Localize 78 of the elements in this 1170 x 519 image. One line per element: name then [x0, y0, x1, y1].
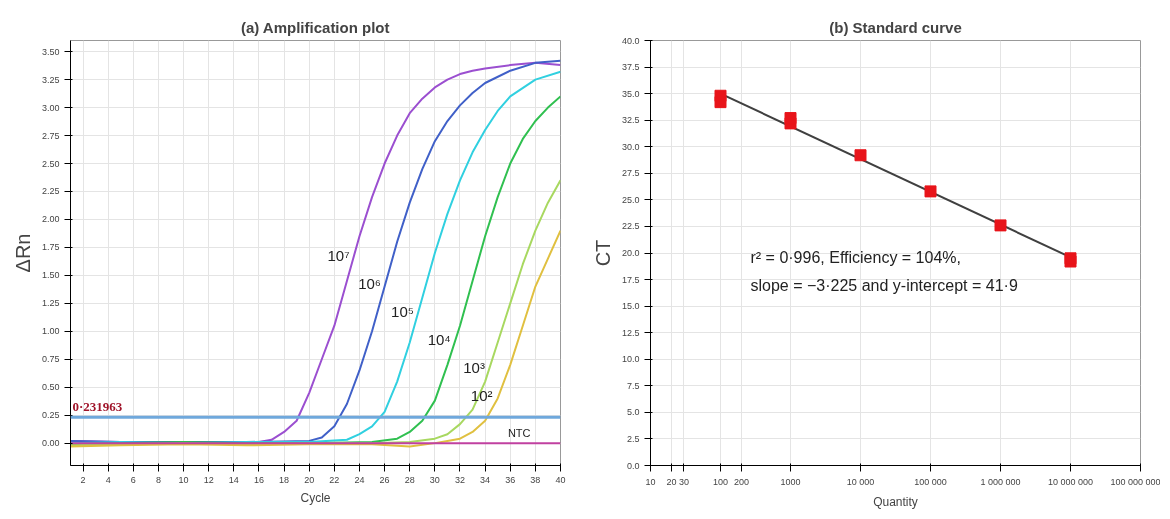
x-tick-label: 10 [645, 476, 656, 487]
y-tick-label: 3.25 [41, 74, 60, 85]
x-tick-label: 200 [734, 476, 750, 487]
x-tick-label: 14 [228, 474, 239, 485]
x-tick-label: 100 000 [914, 476, 947, 487]
y-tick-label: 2.00 [41, 214, 60, 225]
x-tick-label: 26 [379, 474, 390, 485]
x-tick-label: 6 [130, 474, 136, 485]
y-tick-label: 3.50 [41, 46, 60, 57]
y-tick-label: 2.25 [41, 186, 60, 197]
y-tick-label: 15.0 [621, 301, 640, 312]
y-tick-label: 1.75 [41, 242, 60, 253]
x-axis-title: Cycle [300, 490, 331, 505]
y-tick-label: 0.25 [41, 410, 60, 421]
x-tick-label: 16 [253, 474, 264, 485]
y-tick-label: 40.0 [621, 35, 640, 46]
x-tick-label: 30 [678, 476, 689, 487]
y-tick-label: 1.50 [41, 270, 60, 281]
y-tick-label: 3.00 [41, 102, 60, 113]
x-tick-label: 34 [480, 474, 491, 485]
y-tick-label: 0.0 [626, 460, 640, 471]
x-tick-label: 28 [404, 474, 415, 485]
y-tick-label: 37.5 [621, 62, 640, 73]
x-tick-label: 1 000 000 [980, 476, 1021, 487]
x-tick-label: 100 000 000 [1110, 476, 1161, 487]
y-tick-label: 12.5 [621, 327, 640, 338]
y-tick-label: 25.0 [621, 194, 640, 205]
x-tick-label: 22 [329, 474, 340, 485]
x-tick-label: 8 [155, 474, 161, 485]
y-tick-label: 17.5 [621, 274, 640, 285]
y-tick-label: 0.75 [41, 354, 60, 365]
x-tick-label: 10 [178, 474, 189, 485]
x-tick-label: 1000 [780, 476, 801, 487]
x-tick-label: 100 [712, 476, 729, 487]
x-tick-label: 18 [279, 474, 290, 485]
annotation: r² = 0·996, Efficiency = 104%, [750, 248, 961, 266]
ref-line-label: 0·231963 [72, 399, 123, 415]
chart-title: (b) Standard curve [829, 18, 962, 36]
y-tick-label: 7.5 [626, 380, 640, 391]
y-tick-label: 35.0 [621, 88, 640, 99]
series-label: NTC [507, 427, 531, 440]
series-label: 10⁷ [327, 247, 350, 265]
y-tick-label: 22.5 [621, 221, 640, 232]
y-tick-label: 1.25 [41, 298, 60, 309]
y-tick-label: 30.0 [621, 141, 640, 152]
y-axis-title: CT [591, 239, 614, 267]
annotation: slope = −3·225 and y-intercept = 41·9 [750, 276, 1018, 294]
x-tick-label: 32 [454, 474, 465, 485]
x-tick-label: 10 000 [846, 476, 875, 487]
x-tick-label: 10 000 000 [1047, 476, 1094, 487]
y-tick-label: 2.50 [41, 158, 60, 169]
y-tick-label: 10.0 [621, 354, 640, 365]
x-tick-label: 20 [304, 474, 315, 485]
chart-title: (a) Amplification plot [240, 18, 390, 36]
x-axis-title: Quantity [873, 494, 918, 509]
y-axis-title: ΔRn [11, 233, 34, 273]
x-tick-label: 38 [530, 474, 541, 485]
x-tick-label: 12 [203, 474, 214, 485]
x-tick-label: 20 [666, 476, 677, 487]
y-tick-label: 0.50 [41, 382, 60, 393]
x-tick-label: 40 [555, 474, 566, 485]
x-tick-label: 4 [105, 474, 111, 485]
series-label: 10⁴ [427, 331, 451, 349]
y-tick-label: 20.0 [621, 248, 640, 258]
series-label: 10⁶ [358, 275, 382, 293]
x-tick-label: 2 [80, 474, 86, 485]
y-tick-label: 0.00 [41, 438, 60, 449]
y-tick-label: 1.00 [41, 326, 60, 337]
x-tick-label: 36 [505, 474, 516, 485]
y-tick-label: 27.5 [621, 168, 640, 179]
x-tick-label: 30 [429, 474, 440, 485]
y-tick-label: 32.5 [621, 115, 640, 126]
series-label: 10³ [463, 359, 485, 377]
y-tick-label: 2.75 [41, 130, 60, 141]
x-tick-label: 24 [354, 474, 365, 485]
series-label: 10⁵ [391, 303, 415, 321]
y-tick-label: 2.5 [626, 433, 640, 444]
y-tick-label: 5.0 [626, 407, 640, 418]
